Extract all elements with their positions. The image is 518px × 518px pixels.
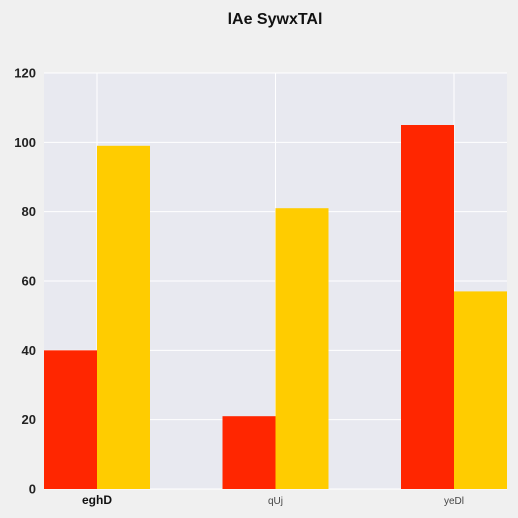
bar-qUj-1 (275, 208, 329, 489)
bar-yeDl-0 (401, 125, 454, 489)
bars (44, 125, 507, 490)
y-tick-label: 20 (22, 412, 36, 427)
bar-eghD-1 (97, 145, 150, 490)
y-tick-label: 0 (29, 482, 36, 497)
x-axis-ticks: eghD qUj yeDl (82, 493, 464, 507)
y-axis-ticks: 0 20 40 60 80 100 120 (14, 66, 36, 497)
bar-yeDl-1 (454, 291, 507, 489)
x-tick-label: eghD (82, 493, 112, 507)
x-tick-label: yeDl (444, 496, 464, 507)
bar-qUj-0 (222, 416, 276, 489)
bar-eghD-0 (44, 350, 97, 489)
y-tick-label: 120 (14, 66, 36, 81)
y-tick-label: 100 (14, 135, 36, 150)
y-tick-label: 80 (22, 204, 36, 219)
y-tick-label: 60 (22, 274, 36, 289)
y-tick-label: 40 (22, 343, 36, 358)
chart-title: lAe SywxTAl (228, 11, 323, 28)
x-tick-label: qUj (268, 496, 283, 507)
